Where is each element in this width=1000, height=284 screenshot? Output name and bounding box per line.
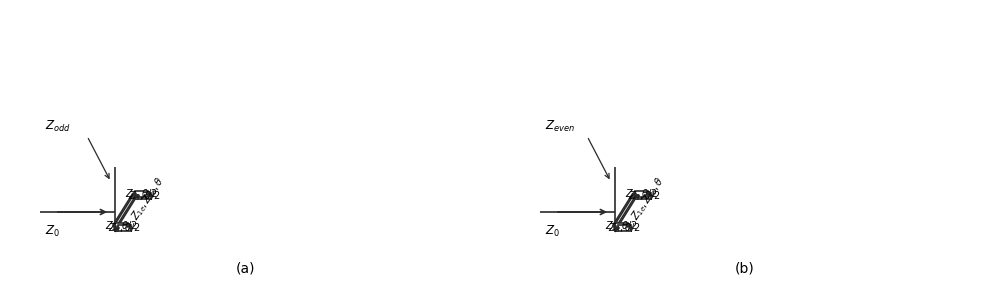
Circle shape	[134, 193, 136, 195]
Bar	[618, 225, 631, 231]
Circle shape	[147, 193, 149, 195]
Text: $Z_{odd}$: $Z_{odd}$	[45, 119, 71, 134]
Text: $Z_2, \theta/2$: $Z_2, \theta/2$	[108, 221, 141, 235]
Circle shape	[113, 225, 115, 227]
Text: $Z_2, \theta/2$: $Z_2, \theta/2$	[625, 187, 658, 201]
Circle shape	[633, 193, 635, 195]
Bar	[135, 191, 148, 197]
Circle shape	[117, 227, 119, 229]
Text: $Z_{1e}, Z_{1o}, \theta$: $Z_{1e}, Z_{1o}, \theta$	[629, 175, 668, 223]
Circle shape	[627, 225, 629, 227]
Circle shape	[114, 225, 116, 227]
Text: $Z_2, \theta/2$: $Z_2, \theta/2$	[128, 189, 161, 203]
Text: $Z_2, \theta/2$: $Z_2, \theta/2$	[605, 219, 638, 233]
Circle shape	[614, 225, 616, 227]
Bar	[118, 225, 131, 231]
Text: $Z_2, \theta/2$: $Z_2, \theta/2$	[628, 189, 661, 203]
Text: (a): (a)	[235, 262, 255, 276]
Circle shape	[116, 227, 118, 229]
Circle shape	[137, 195, 139, 197]
Bar	[635, 191, 648, 197]
Text: $Z_0$: $Z_0$	[545, 224, 560, 239]
Circle shape	[647, 193, 649, 195]
Circle shape	[636, 195, 638, 197]
Circle shape	[637, 195, 639, 197]
Bar	[638, 193, 651, 199]
Text: $Z_{1e}, Z_{1o}, \theta$: $Z_{1e}, Z_{1o}, \theta$	[129, 175, 168, 223]
Circle shape	[617, 227, 619, 229]
Text: $Z_2, \theta/2$: $Z_2, \theta/2$	[125, 187, 158, 201]
Bar	[138, 193, 151, 199]
Text: $Z_2, \theta/2$: $Z_2, \theta/2$	[608, 221, 641, 235]
Circle shape	[136, 195, 138, 197]
Text: $Z_{even}$: $Z_{even}$	[545, 119, 575, 134]
Circle shape	[634, 193, 636, 195]
Circle shape	[650, 195, 652, 197]
Bar	[615, 223, 628, 229]
Text: (b): (b)	[735, 262, 755, 276]
Bar	[115, 223, 128, 229]
Text: $Z_0$: $Z_0$	[45, 224, 60, 239]
Circle shape	[630, 227, 632, 229]
Circle shape	[127, 225, 129, 227]
Circle shape	[150, 195, 152, 197]
Circle shape	[613, 225, 615, 227]
Circle shape	[133, 193, 135, 195]
Circle shape	[130, 227, 132, 229]
Circle shape	[616, 227, 618, 229]
Text: $Z_2, \theta/2$: $Z_2, \theta/2$	[105, 219, 138, 233]
